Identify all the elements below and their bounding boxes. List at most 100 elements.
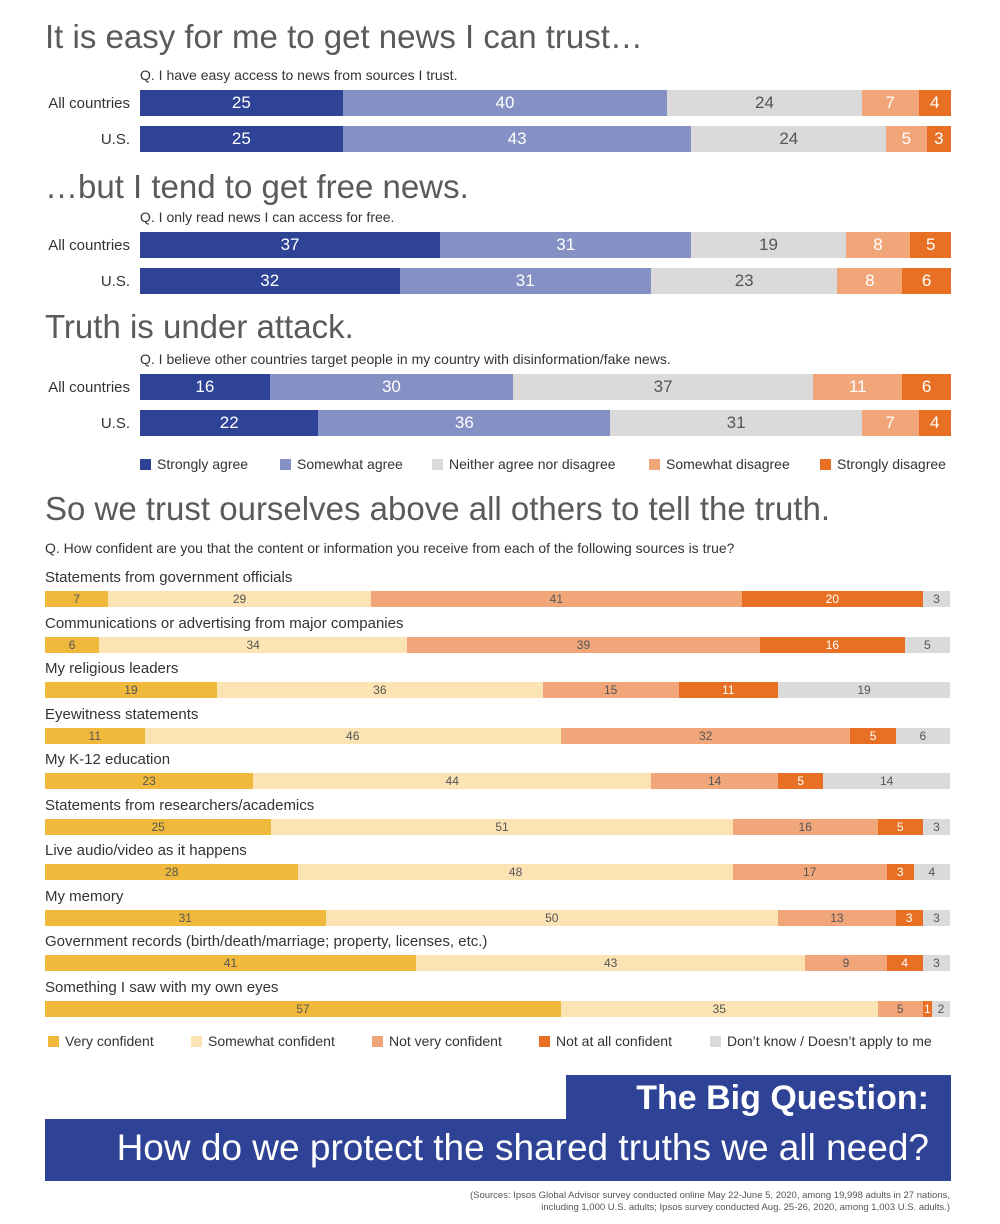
bar-segment: 8	[845, 232, 911, 258]
source-label: Government records (birth/death/marriage…	[45, 933, 488, 950]
confidence-segment: 46	[144, 727, 561, 744]
bar-segment: 7	[861, 410, 919, 436]
confidence-segment: 11	[678, 682, 779, 698]
heading-free-news: …but I tend to get free news.	[45, 168, 469, 205]
confidence-segment: 6	[45, 636, 100, 653]
confidence-segment: 41	[370, 591, 742, 607]
stacked-bar: 37 31 19 8 5	[140, 232, 951, 258]
confidence-segment: 35	[560, 1000, 878, 1017]
agree-legend-item: Strongly agree	[140, 456, 248, 472]
agree-legend-label: Strongly agree	[157, 456, 249, 472]
bar-segment: 3	[926, 126, 951, 152]
confidence-legend-swatch	[48, 1035, 59, 1047]
confidence-segment: 3	[886, 864, 914, 880]
confidence-legend-swatch	[539, 1035, 550, 1047]
big-question-title: The Big Question:	[636, 1079, 929, 1117]
confidence-bar: 25 51 16 5 3	[45, 818, 950, 835]
confidence-segment: 43	[416, 955, 806, 971]
agree-legend-item: Strongly disagree	[820, 456, 946, 472]
bar-segment: 6	[902, 374, 951, 400]
confidence-bar: 11 46 32 5 6	[45, 727, 950, 744]
source-label: Statements from researchers/academics	[45, 796, 315, 814]
bar-segment: 31	[610, 410, 862, 436]
confidence-legend-label: Not at all confident	[556, 1033, 672, 1049]
confidence-segment: 28	[45, 864, 299, 880]
stacked-bar: 16 30 37 11 6	[140, 374, 951, 400]
bar-segment: 5	[910, 232, 951, 258]
confidence-segment: 17	[732, 864, 887, 880]
agree-legend-label: Somewhat agree	[297, 456, 403, 472]
confidence-segment: 48	[298, 864, 733, 880]
bar-segment: 31	[440, 232, 692, 258]
agree-legend-item: Somewhat agree	[280, 456, 403, 472]
confidence-segment: 6	[895, 727, 950, 744]
confidence-segment: 5	[850, 727, 896, 744]
confidence-segment: 11	[45, 727, 145, 744]
source-label: My religious leaders	[45, 660, 179, 677]
agree-legend-item: Neither agree nor disagree	[432, 456, 616, 472]
confidence-bar: 6 34 39 16 5	[45, 636, 950, 653]
agree-legend-label: Somewhat disagree	[666, 456, 790, 472]
confidence-segment: 25	[45, 818, 272, 835]
confidence-bar: 28 48 17 3 4	[45, 864, 950, 880]
stacked-bar: 25 43 24 5 3	[140, 126, 951, 152]
source-label: Communications or advertising from major…	[45, 614, 404, 632]
confidence-legend-item: Very confident	[48, 1033, 154, 1049]
confidence-segment: 3	[922, 955, 950, 971]
confidence-bar: 41 43 9 4 3	[45, 955, 950, 971]
bar-segment: 24	[667, 90, 862, 116]
bar-segment: 23	[650, 268, 838, 294]
confidence-segment: 57	[45, 1000, 561, 1017]
bar-segment: 24	[691, 126, 887, 152]
confidence-segment: 14	[823, 773, 950, 789]
agree-legend-label: Neither agree nor disagree	[449, 456, 616, 472]
confidence-bar: 23 44 14 5 14	[45, 773, 950, 789]
confidence-segment: 4	[913, 864, 950, 880]
confidence-legend-item: Not very confident	[372, 1033, 502, 1049]
confidence-legend-label: Somewhat confident	[208, 1033, 335, 1049]
confidence-segment: 31	[45, 909, 326, 926]
confidence-legend-swatch	[191, 1035, 202, 1047]
confidence-segment: 5	[904, 636, 950, 653]
agree-legend-swatch	[280, 458, 291, 470]
confidence-segment: 9	[805, 955, 887, 971]
confidence-legend-item: Somewhat confident	[191, 1033, 335, 1049]
stacked-bar: 32 31 23 8 6	[140, 268, 951, 294]
confidence-segment: 14	[651, 773, 779, 789]
confidence-segment: 1	[922, 1000, 932, 1017]
confidence-segment: 20	[741, 591, 923, 607]
confidence-segment: 7	[45, 591, 109, 607]
confidence-bar: 7 29 41 20 3	[45, 591, 950, 607]
bar-row-label: All countries	[48, 95, 130, 112]
confidence-legend-item: Don’t know / Doesn’t apply to me	[710, 1033, 932, 1049]
bar-segment: 40	[342, 90, 668, 116]
confidence-segment: 4	[886, 955, 923, 971]
source-label: Statements from government officials	[45, 569, 293, 586]
confidence-segment: 13	[778, 909, 896, 926]
confidence-legend-swatch	[372, 1035, 383, 1047]
confidence-segment: 41	[45, 955, 417, 971]
bar-segment: 7	[861, 90, 919, 116]
agree-legend-swatch	[140, 458, 151, 470]
confidence-segment: 50	[325, 909, 779, 926]
heading-trust-ourselves: So we trust ourselves above all others t…	[45, 490, 831, 527]
bar-segment: 4	[918, 90, 951, 116]
confidence-segment: 3	[922, 909, 950, 926]
confidence-segment: 16	[732, 818, 878, 835]
confidence-segment: 2	[931, 1000, 950, 1017]
bar-segment: 43	[342, 126, 692, 152]
agree-legend-item: Somewhat disagree	[649, 456, 790, 472]
confidence-bar: 57 35 5 1 2	[45, 1000, 950, 1017]
bar-segment: 19	[691, 232, 846, 258]
bar-segment: 32	[140, 268, 400, 294]
agree-legend-swatch	[649, 458, 660, 470]
confidence-legend-item: Not at all confident	[539, 1033, 672, 1049]
big-question-subtitle: How do we protect the shared truths we a…	[116, 1127, 929, 1168]
agree-legend-swatch	[820, 458, 831, 470]
big-question-subtitle-box: How do we protect the shared truths we a…	[45, 1119, 951, 1181]
confidence-bar: 19 36 15 11 19	[45, 682, 950, 698]
confidence-segment: 32	[560, 727, 851, 744]
question-disinformation: Q. I believe other countries target peop…	[140, 351, 671, 367]
confidence-segment: 3	[922, 818, 950, 835]
bar-segment: 16	[140, 374, 270, 400]
